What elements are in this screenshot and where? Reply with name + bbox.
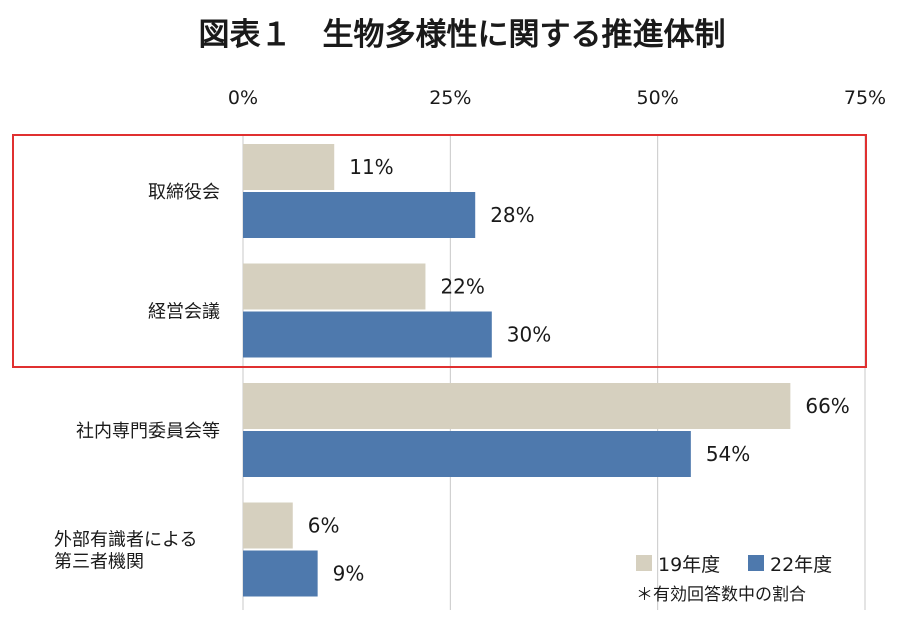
data-label: 66% <box>805 394 849 418</box>
legend-swatch <box>748 555 764 571</box>
bar <box>243 383 791 429</box>
x-tick-label: 0% <box>228 87 258 109</box>
data-label: 9% <box>333 562 365 586</box>
category-label: 第三者機関 <box>54 552 144 573</box>
data-label: 6% <box>308 514 340 538</box>
bar <box>243 311 492 358</box>
category-label: 経営会議 <box>148 302 220 323</box>
category-label: 社内専門委員会等 <box>76 421 220 442</box>
data-labels: 11% 28% 22% 30% 66% 54% 6% 9% <box>308 155 850 586</box>
bar <box>243 192 476 238</box>
legend-swatch <box>636 555 652 571</box>
bars <box>243 144 791 597</box>
x-axis-ticks: 0% 25% 50% 75% <box>228 87 886 109</box>
bar <box>243 550 318 597</box>
data-label: 28% <box>490 203 534 227</box>
chart-title: 図表１ 生物多様性に関する推進体制 <box>199 17 726 53</box>
legend: 19年度 22年度 ＊有効回答数中の割合 <box>636 554 832 605</box>
x-tick-label: 50% <box>637 87 679 109</box>
data-label: 22% <box>440 275 484 299</box>
data-label: 30% <box>507 323 551 347</box>
highlight-box <box>12 134 867 368</box>
data-label: 54% <box>706 442 750 466</box>
data-label: 11% <box>349 155 393 179</box>
footnote: ＊有効回答数中の割合 <box>636 585 806 605</box>
bar <box>243 431 691 477</box>
category-label: 外部有識者による <box>54 530 197 551</box>
x-tick-label: 75% <box>844 87 886 109</box>
bar <box>243 263 426 310</box>
bar <box>243 502 293 549</box>
legend-label: 22年度 <box>770 554 832 576</box>
category-label: 取締役会 <box>148 182 220 203</box>
x-tick-label: 25% <box>429 87 471 109</box>
legend-label: 19年度 <box>658 554 720 576</box>
bar <box>243 144 335 190</box>
